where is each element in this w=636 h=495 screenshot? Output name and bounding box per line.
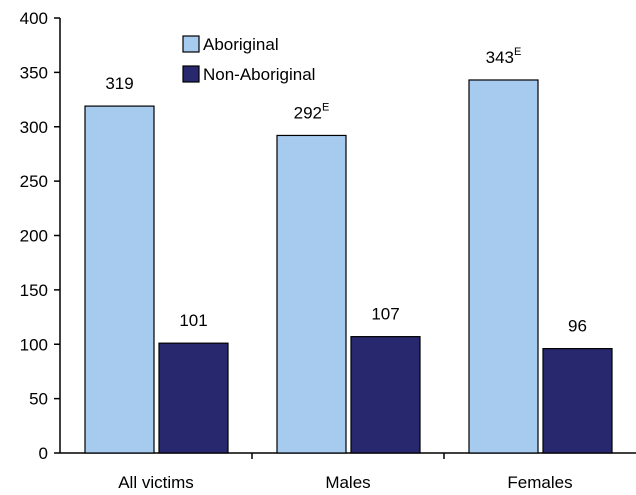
y-tick-label: 250 (20, 172, 48, 191)
bar-non-aboriginal (350, 336, 421, 454)
data-label: 107 (371, 305, 399, 324)
legend-swatch (182, 35, 200, 53)
legend-swatch (182, 65, 200, 83)
data-label-superscript: E (322, 101, 329, 113)
y-tick-label: 300 (20, 118, 48, 137)
y-tick-label: 0 (39, 444, 48, 463)
data-label: 343E (486, 46, 522, 67)
data-label: 101 (179, 311, 207, 330)
x-category-label: Males (325, 473, 370, 492)
y-tick-label: 150 (20, 281, 48, 300)
legend-label: Aboriginal (203, 35, 279, 54)
bar-non-aboriginal (158, 342, 229, 454)
data-label-superscript: E (514, 46, 521, 58)
data-label: 96 (568, 317, 587, 336)
y-tick-label: 100 (20, 335, 48, 354)
data-label: 292E (294, 101, 330, 122)
y-tick-label: 200 (20, 227, 48, 246)
x-category-label: Females (507, 473, 572, 492)
y-tick-label: 50 (29, 390, 48, 409)
bar-non-aboriginal (542, 348, 613, 454)
y-tick-label: 350 (20, 63, 48, 82)
x-category-label: All victims (118, 473, 194, 492)
y-tick-label: 400 (20, 9, 48, 28)
data-label: 319 (105, 74, 133, 93)
bar-aboriginal (276, 134, 347, 454)
legend-label: Non-Aboriginal (203, 65, 315, 84)
bar-aboriginal (84, 105, 155, 454)
plot-area: 0 50 100 150 200 250 300 350 400 319 101 All victim… (20, 9, 636, 492)
bar-aboriginal (468, 79, 539, 454)
legend: Aboriginal Non-Aboriginal (182, 35, 315, 84)
